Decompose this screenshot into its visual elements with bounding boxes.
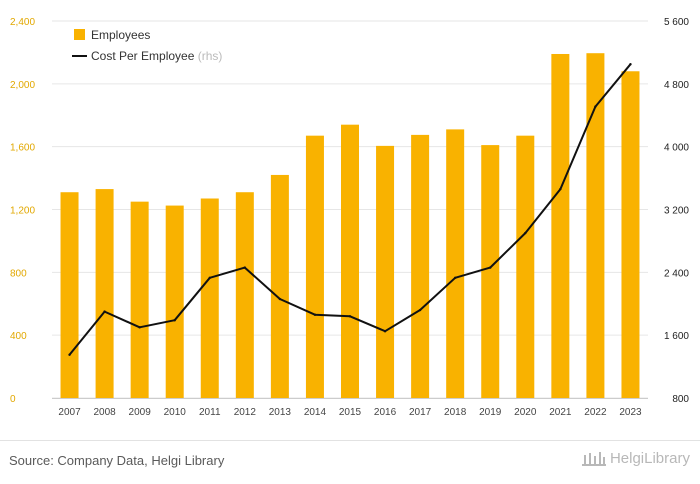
cost-per-employee-point [138,326,141,329]
x-axis-tick-label: 2023 [619,407,642,418]
left-axis: 0 400 800 1,200 1,600 2,000 2,400 [10,17,35,405]
employees-bar [60,192,79,398]
x-axis-tick-label: 2011 [199,407,221,418]
right-axis-tick-label: 3 200 [664,206,689,217]
cost-per-employee-point [243,266,247,269]
x-axis-tick-label: 2014 [304,407,327,418]
logo-text: HelgiLibrary [609,449,690,467]
cost-per-employee-point [348,315,352,318]
employees-bar [586,53,605,398]
cost-per-employee-point [103,310,106,313]
cost-per-employee-point [208,276,211,280]
x-axis-tick-label: 2018 [444,407,467,418]
cost-line-layer [68,62,632,357]
cost-per-employee-point [383,330,387,333]
x-axis-tick-label: 2017 [409,407,432,418]
right-axis-tick-label: 4 000 [664,143,689,154]
cost-per-employee-point [559,187,562,191]
chart: 0 400 800 1,200 1,600 2,000 2,400 800 1 600 2 40… [10,17,689,418]
employees-bar [95,189,114,398]
x-axis: 2007 2008 2009 2010 2011 2012 2013 2014 2015 2016… [52,398,648,418]
helgi-library-logo[interactable]: HelgiLibrary [581,449,690,467]
x-axis-tick-label: 2019 [479,407,502,418]
left-axis-tick-label: 800 [10,268,27,279]
employees-bar [130,201,149,398]
library-columns-icon [581,452,606,466]
employee-bars [60,53,640,399]
x-axis-tick-label: 2009 [129,407,152,418]
left-axis-tick-label: 1,200 [10,206,35,217]
source-note: Source: Company Data, Helgi Library [9,453,225,468]
right-axis-tick-label: 5 600 [664,17,689,28]
x-axis-tick-label: 2020 [514,407,537,418]
x-axis-tick-label: 2016 [374,407,397,418]
footer: Source: Company Data, Helgi Library Helg… [0,440,700,484]
x-axis-tick-label: 2012 [234,407,257,418]
employees-bar [621,71,640,399]
legend-cost-label: Cost Per Employee (rhs) [91,49,222,63]
x-axis-tick-label: 2008 [93,407,116,418]
cost-per-employee-point [68,353,71,357]
right-axis: 800 1 600 2 400 3 200 4 000 4 800 5 600 [664,17,689,405]
legend-cost-text: Cost Per Employee [91,49,195,63]
left-axis-tick-label: 0 [10,394,16,405]
left-axis-tick-label: 400 [10,331,27,342]
right-axis-tick-label: 800 [672,394,689,405]
employees-bar [270,174,289,398]
cost-per-employee-point [278,297,282,301]
cost-per-employee-point [594,105,597,108]
employees-bar [305,135,324,398]
left-axis-tick-label: 1,600 [10,143,35,154]
employees-bar [551,53,570,399]
employees-bar [341,124,359,399]
cost-per-employee-point [629,62,632,66]
cost-per-employee-point [173,319,176,322]
legend: Employees Cost Per Employee (rhs) [72,28,222,63]
cost-per-employee-point [489,266,492,269]
employees-bar [200,198,219,398]
cost-per-employee-point [418,308,422,312]
employees-bar [481,145,500,398]
employees-bar [516,135,535,398]
x-axis-tick-label: 2022 [584,407,607,418]
x-axis-tick-label: 2007 [58,407,81,418]
right-axis-tick-label: 4 800 [664,80,689,91]
right-axis-tick-label: 2 400 [664,268,689,279]
right-axis-tick-label: 1 600 [664,331,689,342]
x-axis-tick-label: 2015 [339,407,362,418]
legend-employees-label: Employees [91,28,150,42]
employees-bar [235,192,254,398]
employees-bar [411,134,430,398]
x-axis-tick-label: 2010 [164,407,187,418]
legend-employees-swatch [74,29,85,40]
legend-cost-suffix: (rhs) [198,49,223,63]
employees-bar [165,205,184,398]
x-axis-tick-label: 2021 [549,407,572,418]
employees-bar [446,129,465,398]
cost-per-employee-point [313,313,317,316]
cost-per-employee-point [453,276,457,280]
x-axis-tick-label: 2013 [269,407,292,418]
left-axis-tick-label: 2,400 [10,17,35,28]
employees-bar [376,145,395,398]
left-axis-tick-label: 2,000 [10,80,35,91]
cost-per-employee-point [524,231,527,235]
